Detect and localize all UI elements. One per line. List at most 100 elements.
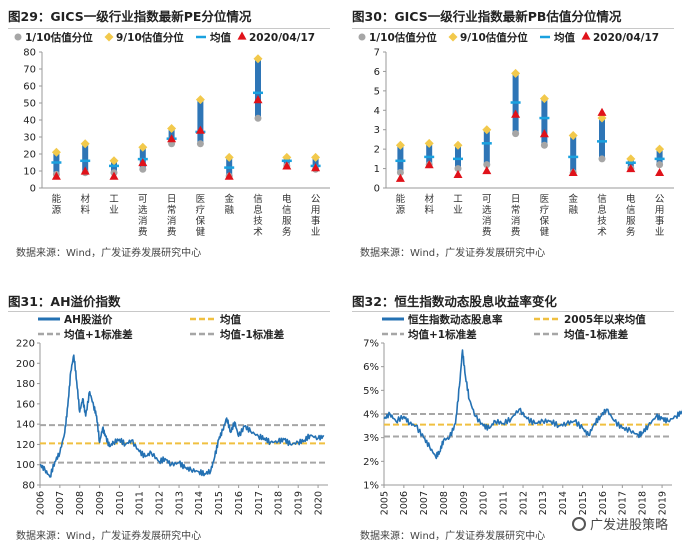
current-point bbox=[282, 161, 292, 170]
legend-marker-low bbox=[358, 33, 366, 41]
x-tick-label: 2013 bbox=[174, 491, 185, 515]
high-point bbox=[195, 95, 205, 105]
figure-29-title: 图29：GICS一级行业指数最新PE分位情况 bbox=[8, 9, 252, 24]
figure-32-panel: 图32：恒生指数动态股息收益率变化 恒生指数动态股息率 2005年以来均值 均值+1… bbox=[352, 291, 682, 521]
x-tick-label-char: 医 bbox=[196, 194, 206, 205]
high-point bbox=[453, 140, 463, 150]
x-tick-label-char: 费 bbox=[511, 226, 521, 238]
y-tick-label: 5% bbox=[363, 386, 379, 397]
x-tick-label-char: 技 bbox=[597, 215, 607, 227]
x-tick-label-char: 术 bbox=[597, 226, 607, 238]
x-tick-label-char: 公 bbox=[655, 194, 665, 205]
low-point bbox=[598, 155, 606, 163]
x-tick-label-char: 保 bbox=[196, 215, 206, 227]
y-tick-label: 2% bbox=[363, 457, 379, 468]
x-tick-label-char: 常 bbox=[511, 204, 521, 216]
source-note-29: 数据来源：Wind，广发证券发展研究中心 bbox=[16, 248, 202, 259]
x-tick-label: 2015 bbox=[578, 491, 589, 515]
x-tick-label-char: 服 bbox=[626, 216, 636, 227]
x-tick-label-char: 健 bbox=[540, 226, 550, 238]
legend-label-minus-sd: 均值-1标准差 bbox=[220, 328, 285, 341]
high-point bbox=[311, 152, 321, 162]
legend-label-mean: 均值 bbox=[210, 31, 231, 44]
y-tick-label: 1 bbox=[374, 164, 380, 175]
x-tick-label-char: 用 bbox=[311, 205, 321, 216]
x-tick-label: 2019 bbox=[294, 491, 305, 515]
current-point bbox=[482, 166, 492, 175]
high-point bbox=[539, 94, 549, 104]
legend-marker-high bbox=[104, 32, 114, 42]
x-tick-label-char: 公 bbox=[311, 194, 321, 205]
x-tick-label-char: 费 bbox=[482, 226, 492, 238]
x-tick-label-char: 疗 bbox=[540, 204, 550, 216]
legend-label-plus-sd: 均值+1标准差 bbox=[64, 328, 133, 341]
legend-label-mean: 2005年以来均值 bbox=[564, 313, 646, 326]
x-tick-label-char: 源 bbox=[396, 205, 406, 216]
x-tick-label: 2006 bbox=[35, 491, 46, 515]
figure-32-title: 图32：恒生指数动态股息收益率变化 bbox=[352, 294, 557, 309]
x-tick-label-char: 疗 bbox=[196, 204, 206, 216]
low-point bbox=[196, 140, 204, 148]
y-tick-label: 0 bbox=[374, 184, 380, 195]
x-tick-label-char: 服 bbox=[282, 216, 292, 227]
current-point bbox=[167, 134, 177, 143]
x-tick-label-char: 融 bbox=[568, 205, 578, 216]
legend-label-high: 9/10估值分位 bbox=[116, 31, 184, 44]
y-tick-label: 80 bbox=[22, 481, 35, 492]
x-tick-label: 2008 bbox=[439, 491, 450, 515]
x-tick-label-char: 信 bbox=[597, 193, 607, 205]
current-point bbox=[311, 163, 321, 172]
x-tick-label: 2014 bbox=[558, 491, 569, 515]
low-point bbox=[656, 161, 664, 169]
x-tick-label-char: 费 bbox=[167, 226, 177, 238]
y-tick-label: 80 bbox=[23, 48, 36, 59]
current-point bbox=[655, 167, 665, 177]
current-point bbox=[224, 171, 234, 180]
title-rule bbox=[352, 28, 674, 29]
x-tick-label-char: 料 bbox=[424, 204, 434, 216]
watermark: 广发进股策略 bbox=[571, 514, 668, 533]
x-tick-label-char: 务 bbox=[626, 226, 636, 238]
current-point bbox=[51, 171, 61, 180]
x-tick-label-char: 事 bbox=[311, 215, 321, 227]
x-tick-label-char: 工 bbox=[109, 194, 119, 205]
figure-30-panel: 图30：GICS一级行业指数最新PB估值分位情况 1/10估值分位 9/10估值分… bbox=[352, 6, 682, 261]
current-point bbox=[626, 164, 636, 173]
low-point bbox=[454, 165, 462, 173]
x-tick-label: 2012 bbox=[518, 491, 529, 515]
high-point bbox=[482, 125, 492, 135]
legend-label-high: 9/10估值分位 bbox=[460, 31, 528, 44]
x-tick-label-char: 料 bbox=[80, 204, 90, 216]
current-point bbox=[138, 158, 148, 167]
x-tick-label-char: 选 bbox=[138, 204, 148, 216]
high-point bbox=[51, 147, 61, 157]
x-tick-label-char: 可 bbox=[138, 194, 148, 205]
x-tick-label-char: 选 bbox=[482, 204, 492, 216]
y-tick-label: 120 bbox=[16, 440, 35, 451]
x-tick-label: 2016 bbox=[234, 491, 245, 515]
y-tick-label: 140 bbox=[16, 420, 35, 431]
x-tick-label: 2020 bbox=[313, 491, 324, 515]
x-tick-label: 2014 bbox=[194, 491, 205, 515]
series-line bbox=[383, 349, 682, 460]
low-point bbox=[254, 114, 262, 122]
high-point bbox=[395, 140, 405, 150]
x-tick-label-char: 用 bbox=[655, 205, 665, 216]
legend-marker-high bbox=[448, 32, 458, 42]
watermark-text: 广发进股策略 bbox=[589, 518, 668, 533]
y-tick-label: 7 bbox=[374, 48, 380, 59]
y-tick-label: 10 bbox=[23, 167, 36, 178]
current-point bbox=[253, 95, 263, 104]
x-tick-label-char: 电 bbox=[282, 193, 292, 205]
x-tick-label: 2009 bbox=[459, 491, 470, 515]
x-tick-label-char: 材 bbox=[424, 193, 434, 205]
x-tick-label: 2007 bbox=[419, 491, 430, 515]
high-point bbox=[626, 154, 636, 164]
figure-31-title: 图31：AH溢价指数 bbox=[8, 294, 121, 309]
current-point bbox=[597, 107, 607, 116]
legend-label-line: 恒生指数动态股息率 bbox=[408, 313, 503, 326]
x-tick-label-char: 金 bbox=[224, 193, 234, 205]
x-tick-label-char: 保 bbox=[540, 215, 550, 227]
